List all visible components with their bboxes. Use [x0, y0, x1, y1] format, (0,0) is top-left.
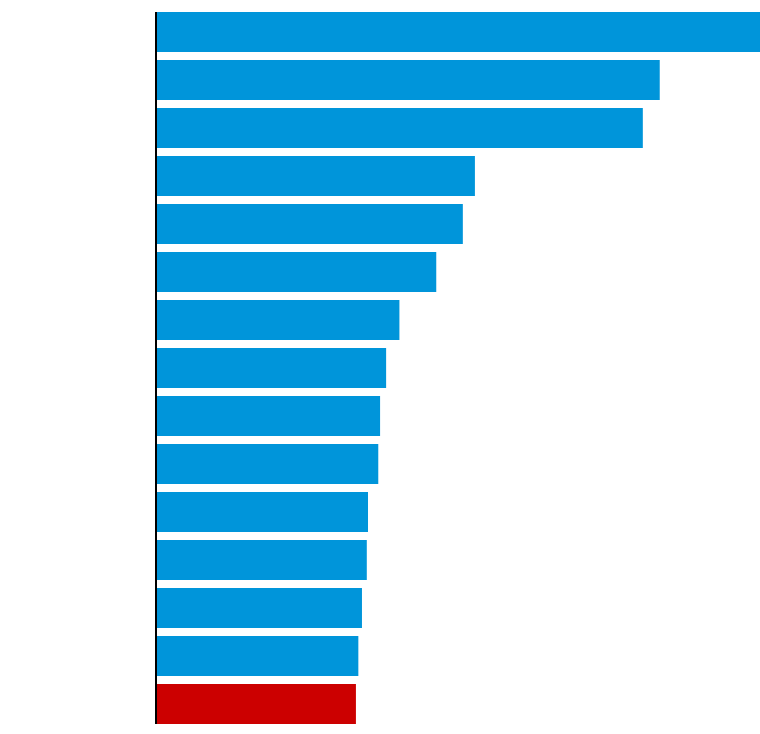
bar: [156, 300, 400, 340]
bar: [156, 156, 475, 196]
bar: [156, 204, 463, 244]
bar: [156, 12, 760, 52]
bar-highlighted: [156, 684, 356, 724]
bar: [156, 108, 643, 148]
bar: [156, 252, 437, 292]
bar: [156, 444, 379, 484]
bar: [156, 540, 367, 580]
bar: [156, 636, 359, 676]
bar: [156, 60, 660, 100]
bar: [156, 396, 381, 436]
bar: [156, 492, 369, 532]
bar: [156, 588, 362, 628]
bar: [156, 348, 387, 388]
